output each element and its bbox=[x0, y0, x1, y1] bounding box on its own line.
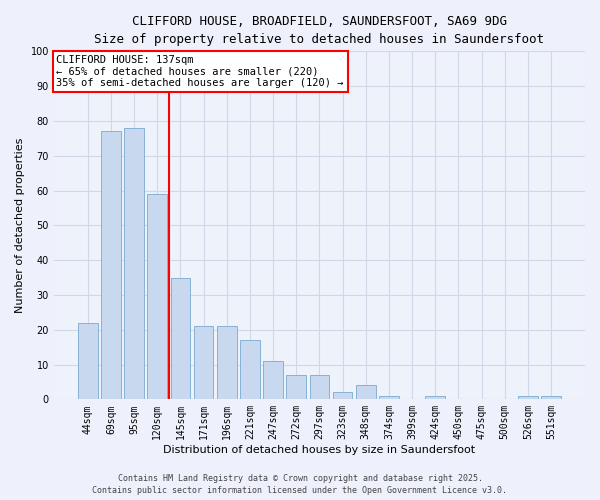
Bar bbox=[124, 128, 144, 400]
Bar bbox=[170, 278, 190, 400]
Bar bbox=[518, 396, 538, 400]
Bar bbox=[541, 396, 561, 400]
Bar bbox=[194, 326, 214, 400]
Title: CLIFFORD HOUSE, BROADFIELD, SAUNDERSFOOT, SA69 9DG
Size of property relative to : CLIFFORD HOUSE, BROADFIELD, SAUNDERSFOOT… bbox=[94, 15, 544, 46]
Y-axis label: Number of detached properties: Number of detached properties bbox=[15, 138, 25, 313]
Bar bbox=[148, 194, 167, 400]
Text: Contains HM Land Registry data © Crown copyright and database right 2025.
Contai: Contains HM Land Registry data © Crown c… bbox=[92, 474, 508, 495]
Bar bbox=[78, 323, 98, 400]
X-axis label: Distribution of detached houses by size in Saundersfoot: Distribution of detached houses by size … bbox=[163, 445, 475, 455]
Bar bbox=[101, 132, 121, 400]
Bar bbox=[425, 396, 445, 400]
Bar bbox=[333, 392, 352, 400]
Bar bbox=[310, 375, 329, 400]
Bar bbox=[263, 361, 283, 400]
Bar bbox=[217, 326, 236, 400]
Text: CLIFFORD HOUSE: 137sqm
← 65% of detached houses are smaller (220)
35% of semi-de: CLIFFORD HOUSE: 137sqm ← 65% of detached… bbox=[56, 55, 344, 88]
Bar bbox=[240, 340, 260, 400]
Bar bbox=[356, 386, 376, 400]
Bar bbox=[286, 375, 306, 400]
Bar bbox=[379, 396, 399, 400]
